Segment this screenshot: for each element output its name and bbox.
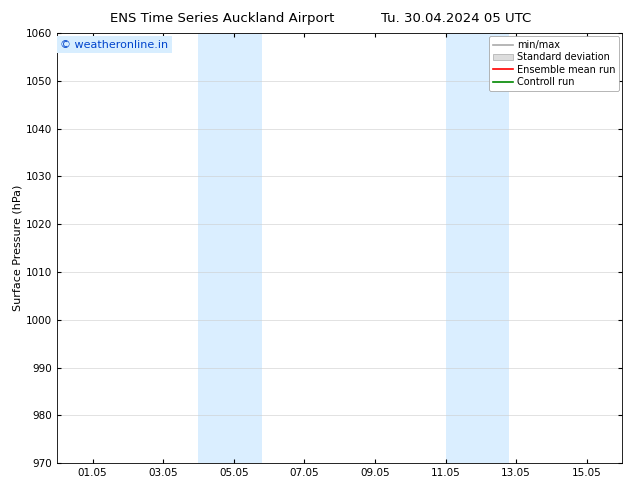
Text: Tu. 30.04.2024 05 UTC: Tu. 30.04.2024 05 UTC — [382, 12, 531, 25]
Y-axis label: Surface Pressure (hPa): Surface Pressure (hPa) — [12, 185, 22, 311]
Text: © weatheronline.in: © weatheronline.in — [60, 40, 168, 49]
Text: ENS Time Series Auckland Airport: ENS Time Series Auckland Airport — [110, 12, 334, 25]
Legend: min/max, Standard deviation, Ensemble mean run, Controll run: min/max, Standard deviation, Ensemble me… — [489, 36, 619, 91]
Bar — [446, 33, 509, 463]
Bar — [198, 33, 262, 463]
